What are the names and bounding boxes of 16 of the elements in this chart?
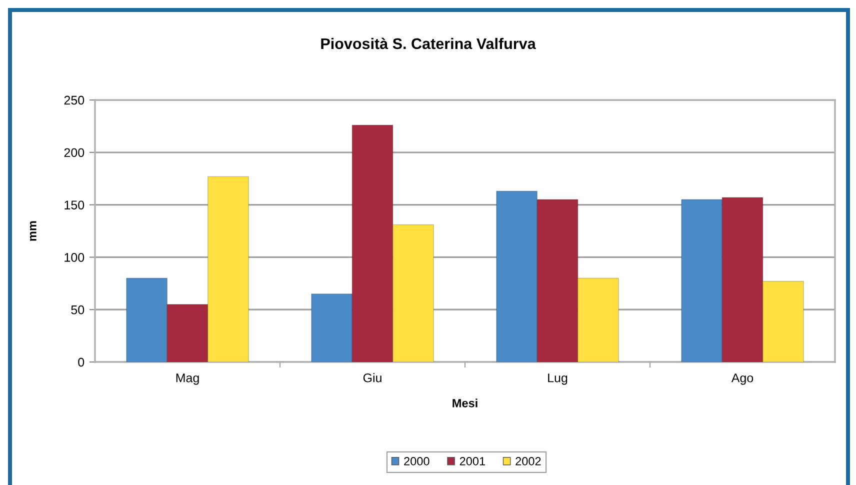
x-tick-label: Ago (731, 374, 754, 385)
y-tick-label: 200 (64, 148, 84, 158)
legend-label: 2001 (460, 457, 485, 466)
x-axis-title: Mesi (452, 398, 478, 408)
legend-label: 2000 (404, 457, 430, 466)
y-axis-title: mm (30, 221, 36, 241)
x-tick-label: Mag (176, 374, 199, 385)
x-tick-label: Lug (548, 374, 568, 385)
y-tick-label: 250 (64, 96, 84, 105)
x-tick-label: Giu (363, 373, 382, 382)
y-tick-label: 50 (71, 305, 84, 314)
legend-label: 2002 (516, 457, 541, 466)
chart-title: Piovosità S. Caterina Valfurva (321, 38, 536, 50)
y-tick-label: 0 (78, 358, 84, 367)
y-tick-label: 100 (64, 253, 84, 262)
y-tick-label: 150 (64, 200, 84, 210)
